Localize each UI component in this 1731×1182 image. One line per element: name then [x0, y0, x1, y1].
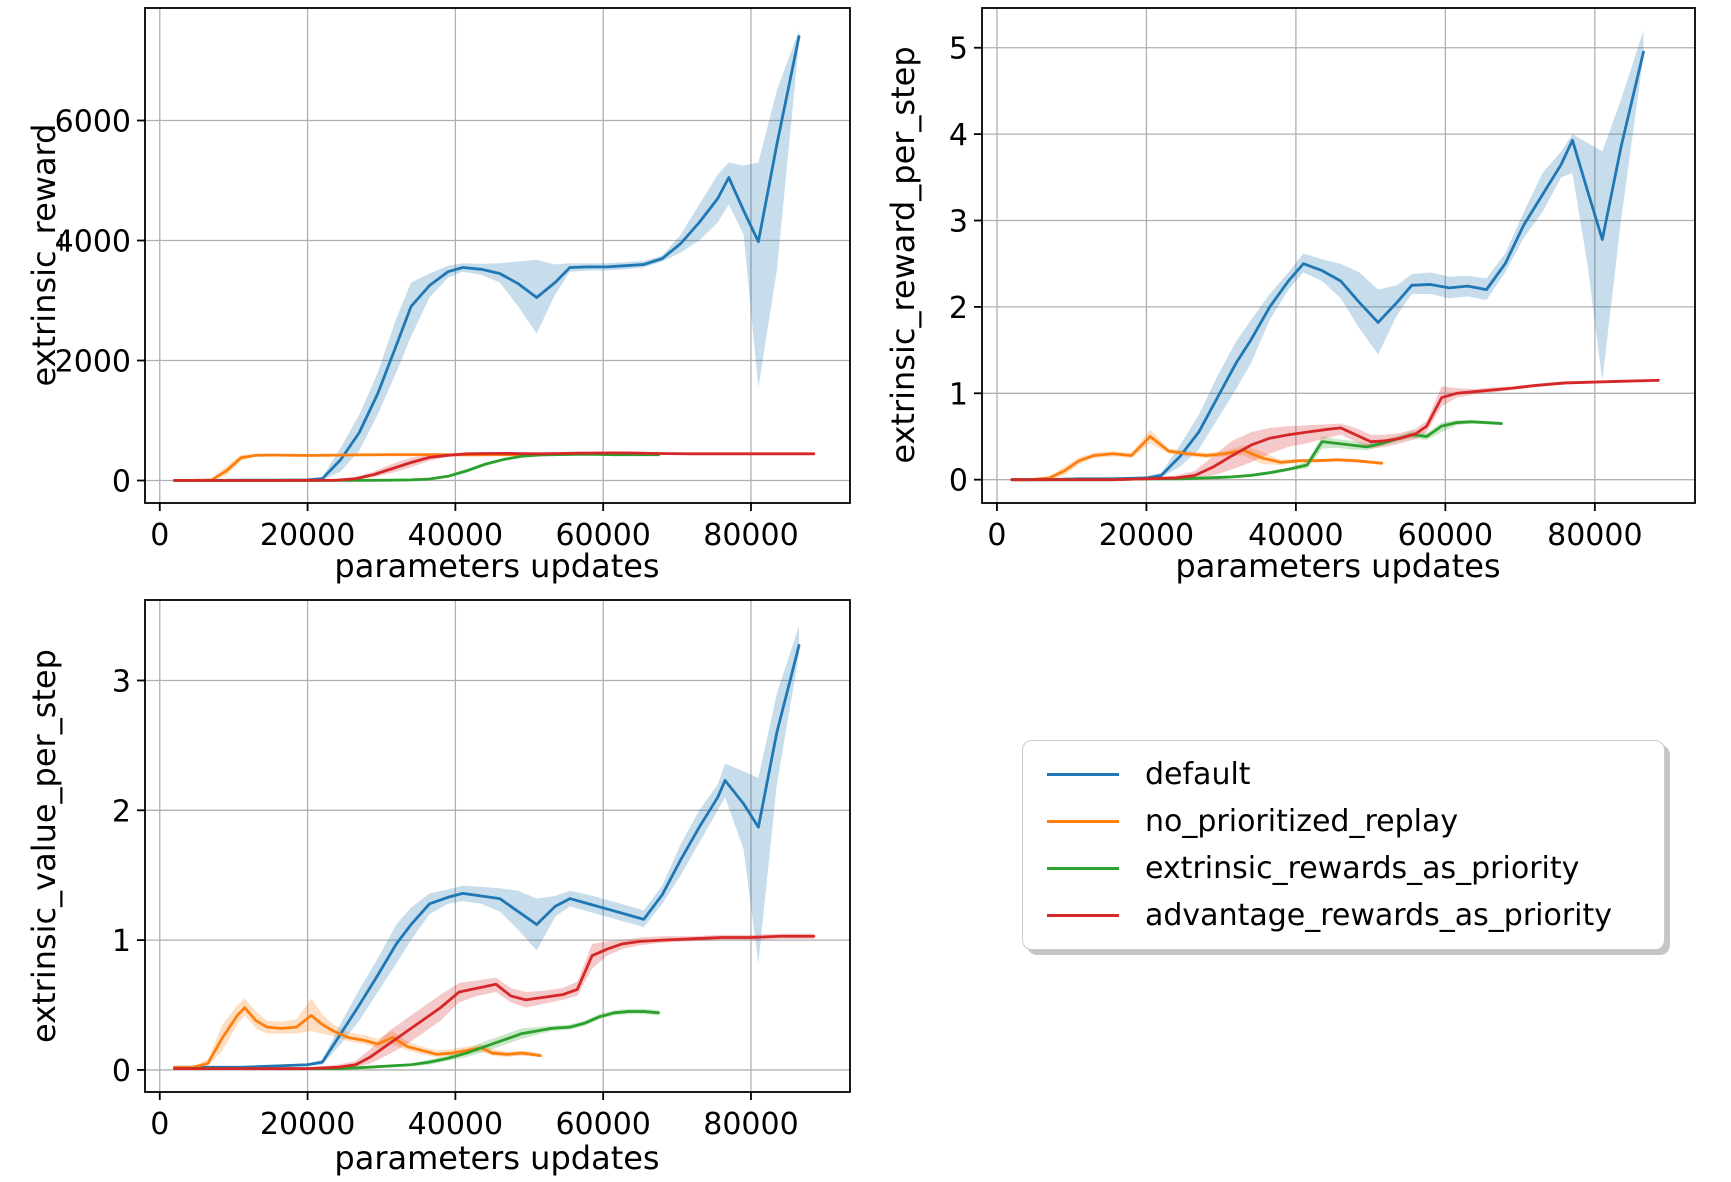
legend-item-extrinsic-rewards-as-priority: extrinsic_rewards_as_priority [1023, 845, 1664, 892]
legend-label: default [1145, 757, 1251, 792]
y-tick-label: 1 [112, 924, 131, 959]
plot-extrinsic-reward-per-step: 0 20000 40000 60000 80000 0 1 2 3 4 5 [949, 7, 1696, 553]
y-tick-label: 5 [949, 32, 968, 67]
plot-extrinsic-reward: 0 20000 40000 60000 80000 0 2000 4000 6000 [55, 7, 851, 553]
x-tick-label: 0 [150, 518, 169, 553]
legend-line-extrinsic-rewards-as-priority-icon [1047, 867, 1119, 870]
y-tick-label: 0 [949, 464, 968, 499]
legend: default no_prioritized_replay extrinsic_… [1022, 740, 1665, 950]
band-extrinsic_rewards_as_priority [1011, 420, 1502, 480]
band-advantage_rewards_as_priority [174, 933, 814, 1070]
y-tick-label: 3 [949, 205, 968, 240]
legend-label: extrinsic_rewards_as_priority [1145, 851, 1580, 886]
x-tick-label: 20000 [260, 518, 355, 553]
band-default [174, 30, 800, 481]
x-tick-label: 80000 [703, 518, 798, 553]
y-tick-label: 6000 [55, 105, 131, 140]
plot1-x-axis-label: parameters updates [334, 547, 660, 585]
x-tick-label: 0 [150, 1107, 169, 1142]
line-advantage_rewards_as_priority [1010, 378, 1660, 482]
y-tick-label: 0 [112, 465, 131, 500]
legend-line-advantage-rewards-as-priority-icon [1047, 914, 1119, 917]
x-tick-label: 80000 [1547, 518, 1642, 553]
y-tick-label: 0 [112, 1054, 131, 1089]
plot2-x-axis-label: parameters updates [1175, 547, 1501, 585]
plot1-y-axis-label: extrinsic_reward [25, 123, 63, 387]
band-no_prioritized_replay [174, 998, 541, 1069]
line-advantage_rewards_as_priority [173, 451, 816, 482]
x-tick-label: 40000 [408, 518, 503, 553]
x-tick-label: 60000 [1398, 518, 1493, 553]
y-tick-label: 2000 [55, 345, 131, 380]
x-tick-label: 60000 [555, 1107, 650, 1142]
legend-item-no-prioritized-replay: no_prioritized_replay [1023, 798, 1664, 845]
line-no_prioritized_replay [1010, 435, 1384, 482]
band-default [1011, 30, 1644, 480]
x-tick-label: 60000 [555, 518, 650, 553]
plot-extrinsic-value-per-step: 0 20000 40000 60000 80000 0 1 2 3 [112, 599, 851, 1142]
x-tick-label: 40000 [408, 1107, 503, 1142]
line-default [173, 35, 801, 482]
legend-label: advantage_rewards_as_priority [1145, 898, 1613, 933]
plot3-x-axis-label: parameters updates [334, 1139, 660, 1177]
y-tick-label: 2 [949, 291, 968, 326]
y-tick-label: 4 [949, 118, 968, 153]
y-tick-label: 1 [949, 377, 968, 412]
plot3-y-axis-label: extrinsic_value_per_step [25, 649, 63, 1043]
y-tick-label: 4000 [55, 225, 131, 260]
band-advantage_rewards_as_priority [174, 452, 814, 481]
y-tick-label: 2 [112, 794, 131, 829]
x-tick-label: 40000 [1248, 518, 1343, 553]
y-tick-label: 3 [112, 664, 131, 699]
legend-label: no_prioritized_replay [1145, 804, 1459, 839]
legend-item-advantage-rewards-as-priority: advantage_rewards_as_priority [1023, 892, 1664, 939]
line-default [173, 644, 801, 1069]
line-advantage_rewards_as_priority [173, 934, 816, 1071]
band-default [174, 625, 800, 1069]
line-default [1010, 50, 1645, 482]
legend-item-default: default [1023, 751, 1664, 798]
x-tick-label: 0 [987, 518, 1006, 553]
x-tick-label: 20000 [260, 1107, 355, 1142]
legend-line-no-prioritized-replay-icon [1047, 820, 1119, 823]
plot2-y-axis-label: extrinsic_reward_per_step [884, 46, 922, 464]
legend-line-default-icon [1047, 773, 1119, 776]
x-tick-label: 20000 [1099, 518, 1194, 553]
x-tick-label: 80000 [703, 1107, 798, 1142]
